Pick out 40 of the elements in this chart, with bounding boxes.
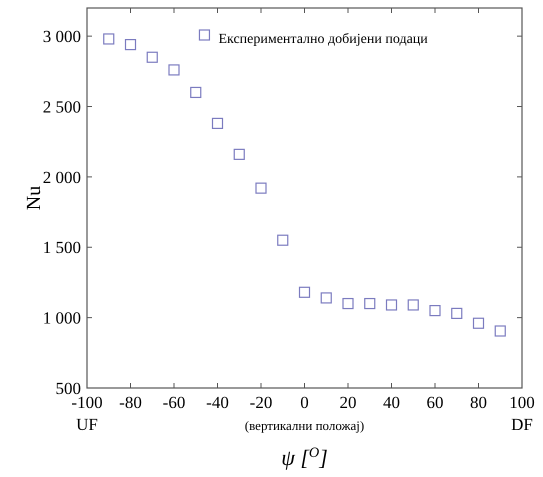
x-axis-title: ψ [$^{O}$] bbox=[281, 445, 328, 470]
x-tick-label: 80 bbox=[470, 393, 487, 412]
x-tick-label: 60 bbox=[426, 393, 444, 412]
point bbox=[364, 298, 376, 310]
x-tick-label: -40 bbox=[206, 393, 229, 412]
point bbox=[255, 182, 267, 194]
point bbox=[190, 86, 202, 98]
x-tick-label: 0 bbox=[300, 393, 309, 412]
point bbox=[320, 292, 332, 304]
x-tick-label: 100 bbox=[509, 393, 535, 412]
point bbox=[408, 299, 419, 311]
point bbox=[494, 325, 506, 337]
point bbox=[103, 33, 114, 45]
text: (вертикални положај) bbox=[244, 418, 364, 433]
x-tick-label: 40 bbox=[383, 393, 400, 412]
point bbox=[472, 318, 484, 329]
y-axis-title: Nu bbox=[23, 186, 45, 210]
point bbox=[146, 52, 158, 63]
point bbox=[386, 299, 398, 311]
text: UF bbox=[76, 415, 98, 434]
point bbox=[168, 64, 180, 76]
legend-label: Експериментално добијени подаци bbox=[218, 32, 428, 47]
x-tick-label: -80 bbox=[119, 393, 142, 412]
point bbox=[124, 38, 136, 50]
point bbox=[342, 298, 354, 310]
y-tick-label: 1 500 bbox=[42, 238, 81, 258]
point bbox=[429, 304, 441, 316]
point bbox=[298, 286, 310, 298]
text: DF bbox=[511, 415, 533, 434]
x-tick-label: -20 bbox=[250, 393, 272, 412]
point bbox=[234, 148, 245, 160]
y-tick-label: 1 000 bbox=[42, 308, 81, 328]
y-tick-label: 2 500 bbox=[42, 97, 81, 116]
point bbox=[212, 118, 224, 130]
point bbox=[451, 308, 462, 320]
y-tick-label: 2 000 bbox=[42, 168, 81, 187]
x-tick-label: 20 bbox=[340, 393, 356, 412]
x-tick-label: -60 bbox=[162, 393, 186, 412]
y-tick-label: 3 000 bbox=[42, 27, 81, 46]
point bbox=[277, 234, 288, 246]
